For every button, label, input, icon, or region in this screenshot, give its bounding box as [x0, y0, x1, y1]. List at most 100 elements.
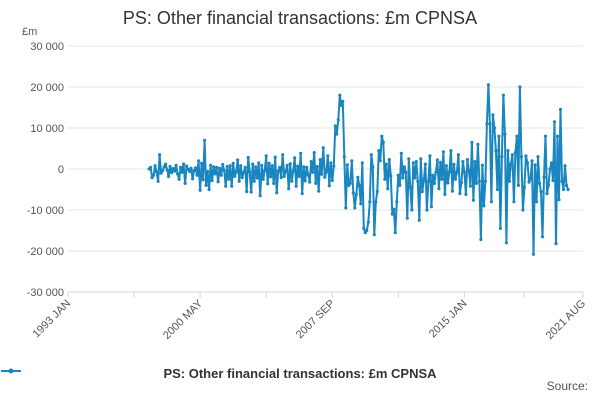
data-point[interactable] — [155, 170, 159, 174]
data-point[interactable] — [222, 168, 226, 172]
data-point[interactable] — [453, 177, 457, 181]
data-point[interactable] — [378, 159, 382, 163]
data-point[interactable] — [552, 120, 557, 124]
data-point[interactable] — [372, 233, 376, 237]
data-point[interactable] — [267, 161, 271, 165]
data-point[interactable] — [374, 200, 378, 204]
data-point[interactable] — [323, 175, 327, 179]
data-point[interactable] — [288, 162, 292, 166]
data-point[interactable] — [230, 184, 234, 188]
data-point[interactable] — [312, 151, 316, 155]
data-point[interactable] — [513, 151, 518, 155]
data-point[interactable] — [420, 190, 424, 194]
data-point[interactable] — [477, 179, 481, 183]
data-point[interactable] — [381, 140, 385, 144]
data-point[interactable] — [177, 177, 181, 181]
data-point[interactable] — [557, 198, 561, 202]
data-point[interactable] — [483, 179, 487, 183]
data-point[interactable] — [215, 165, 219, 169]
data-point[interactable] — [228, 164, 232, 168]
data-point[interactable] — [231, 161, 235, 165]
data-point[interactable] — [152, 173, 156, 177]
data-point[interactable] — [492, 126, 496, 130]
data-point[interactable] — [423, 162, 427, 166]
data-point[interactable] — [213, 172, 217, 176]
data-point[interactable] — [510, 153, 514, 157]
data-point[interactable] — [297, 174, 301, 178]
data-point[interactable] — [503, 132, 507, 136]
data-point[interactable] — [173, 169, 177, 173]
data-point[interactable] — [269, 175, 273, 179]
data-point[interactable] — [167, 174, 171, 178]
data-point[interactable] — [327, 184, 331, 188]
data-point[interactable] — [482, 204, 486, 208]
data-point[interactable] — [170, 171, 174, 175]
data-point[interactable] — [441, 150, 445, 154]
data-point[interactable] — [540, 235, 545, 239]
data-point[interactable] — [548, 167, 552, 171]
data-point[interactable] — [306, 173, 310, 177]
data-point[interactable] — [227, 177, 231, 181]
data-point[interactable] — [443, 192, 447, 196]
data-point[interactable] — [408, 185, 412, 189]
data-point[interactable] — [387, 158, 391, 162]
data-point[interactable] — [336, 118, 340, 122]
data-point[interactable] — [165, 168, 169, 172]
data-point[interactable] — [246, 155, 250, 160]
data-point[interactable] — [549, 161, 554, 165]
data-point[interactable] — [437, 187, 441, 191]
data-point[interactable] — [458, 192, 462, 196]
data-point[interactable] — [398, 183, 402, 187]
data-point[interactable] — [563, 164, 567, 168]
data-point[interactable] — [240, 176, 244, 180]
data-point[interactable] — [498, 226, 502, 230]
data-point[interactable] — [470, 140, 474, 144]
data-point[interactable] — [278, 165, 282, 169]
data-point[interactable] — [324, 170, 328, 174]
data-point[interactable] — [314, 181, 318, 185]
data-point[interactable] — [555, 134, 560, 138]
data-point[interactable] — [489, 200, 493, 204]
data-point[interactable] — [479, 237, 483, 242]
data-point[interactable] — [296, 164, 300, 168]
data-point[interactable] — [465, 158, 469, 162]
data-point[interactable] — [287, 187, 291, 191]
data-point[interactable] — [329, 161, 333, 165]
data-point[interactable] — [309, 160, 313, 164]
data-point[interactable] — [452, 162, 456, 167]
data-point[interactable] — [333, 124, 337, 128]
data-point[interactable] — [252, 179, 256, 183]
data-point[interactable] — [348, 181, 352, 185]
data-point[interactable] — [417, 218, 421, 222]
data-point[interactable] — [299, 151, 303, 155]
data-point[interactable] — [279, 176, 283, 180]
data-point[interactable] — [257, 161, 261, 165]
data-point[interactable] — [365, 228, 369, 233]
data-point[interactable] — [471, 198, 475, 202]
data-point[interactable] — [354, 192, 358, 196]
data-point[interactable] — [356, 175, 360, 179]
data-point[interactable] — [332, 164, 336, 168]
data-point[interactable] — [422, 178, 426, 183]
data-point[interactable] — [321, 146, 325, 150]
data-point[interactable] — [198, 188, 202, 192]
data-point[interactable] — [284, 169, 288, 174]
data-point[interactable] — [174, 163, 178, 167]
data-point[interactable] — [318, 158, 322, 162]
data-point[interactable] — [345, 163, 349, 167]
data-point[interactable] — [161, 169, 165, 173]
data-point[interactable] — [414, 160, 418, 164]
data-point[interactable] — [501, 93, 505, 97]
data-point[interactable] — [360, 161, 364, 165]
data-point[interactable] — [234, 170, 238, 174]
data-point[interactable] — [315, 164, 319, 169]
data-point[interactable] — [258, 194, 262, 198]
data-point[interactable] — [294, 184, 298, 188]
data-point[interactable] — [542, 175, 546, 179]
data-point[interactable] — [486, 83, 490, 87]
data-point[interactable] — [162, 165, 166, 169]
data-point[interactable] — [206, 169, 210, 174]
data-point[interactable] — [311, 170, 315, 174]
data-point[interactable] — [446, 181, 450, 185]
data-point[interactable] — [248, 170, 252, 174]
